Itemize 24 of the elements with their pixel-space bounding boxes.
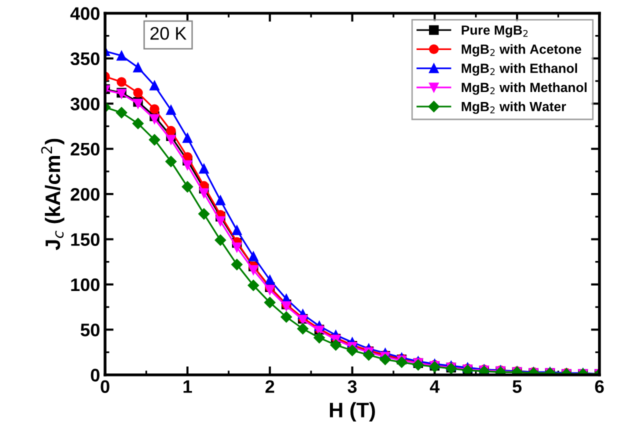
y-axis-title: J$_{c}$ (kA/cm$^{2}$): [41, 138, 64, 250]
legend-label: MgB$_{2}$ with Methanol: [462, 82, 587, 95]
x-axis-title: H (T): [330, 402, 375, 422]
annotation: 20 K: [150, 26, 186, 40]
x-tick-label: 3: [348, 380, 357, 393]
x-tick-label: 5: [512, 380, 522, 393]
x-tick-label: 4: [430, 380, 440, 393]
y-tick-label: 50: [80, 324, 100, 336]
y-tick-label: 200: [70, 188, 100, 201]
y-tick-label: 400: [70, 7, 100, 20]
y-tick-label: 300: [70, 98, 100, 110]
x-tick-label: 1: [184, 380, 192, 393]
x-tick-label: 6: [595, 380, 604, 393]
x-tick-label: 2: [265, 380, 274, 393]
y-tick-label: 350: [70, 52, 100, 66]
y-tick-label: 100: [71, 278, 100, 292]
y-tick-label: 150: [71, 233, 100, 246]
legend-label: MgB$_{2}$ with Water: [462, 102, 566, 114]
legend-label: MgB$_{2}$ with Ethanol: [462, 63, 578, 76]
y-tick-label: 250: [70, 142, 100, 156]
legend-label: MgB$_{2}$ with Acetone: [462, 44, 582, 57]
y-tick-label: 0: [90, 368, 100, 382]
legend-label: Pure MgB$_{2}$: [462, 26, 528, 38]
x-tick-label: 0: [100, 380, 110, 393]
